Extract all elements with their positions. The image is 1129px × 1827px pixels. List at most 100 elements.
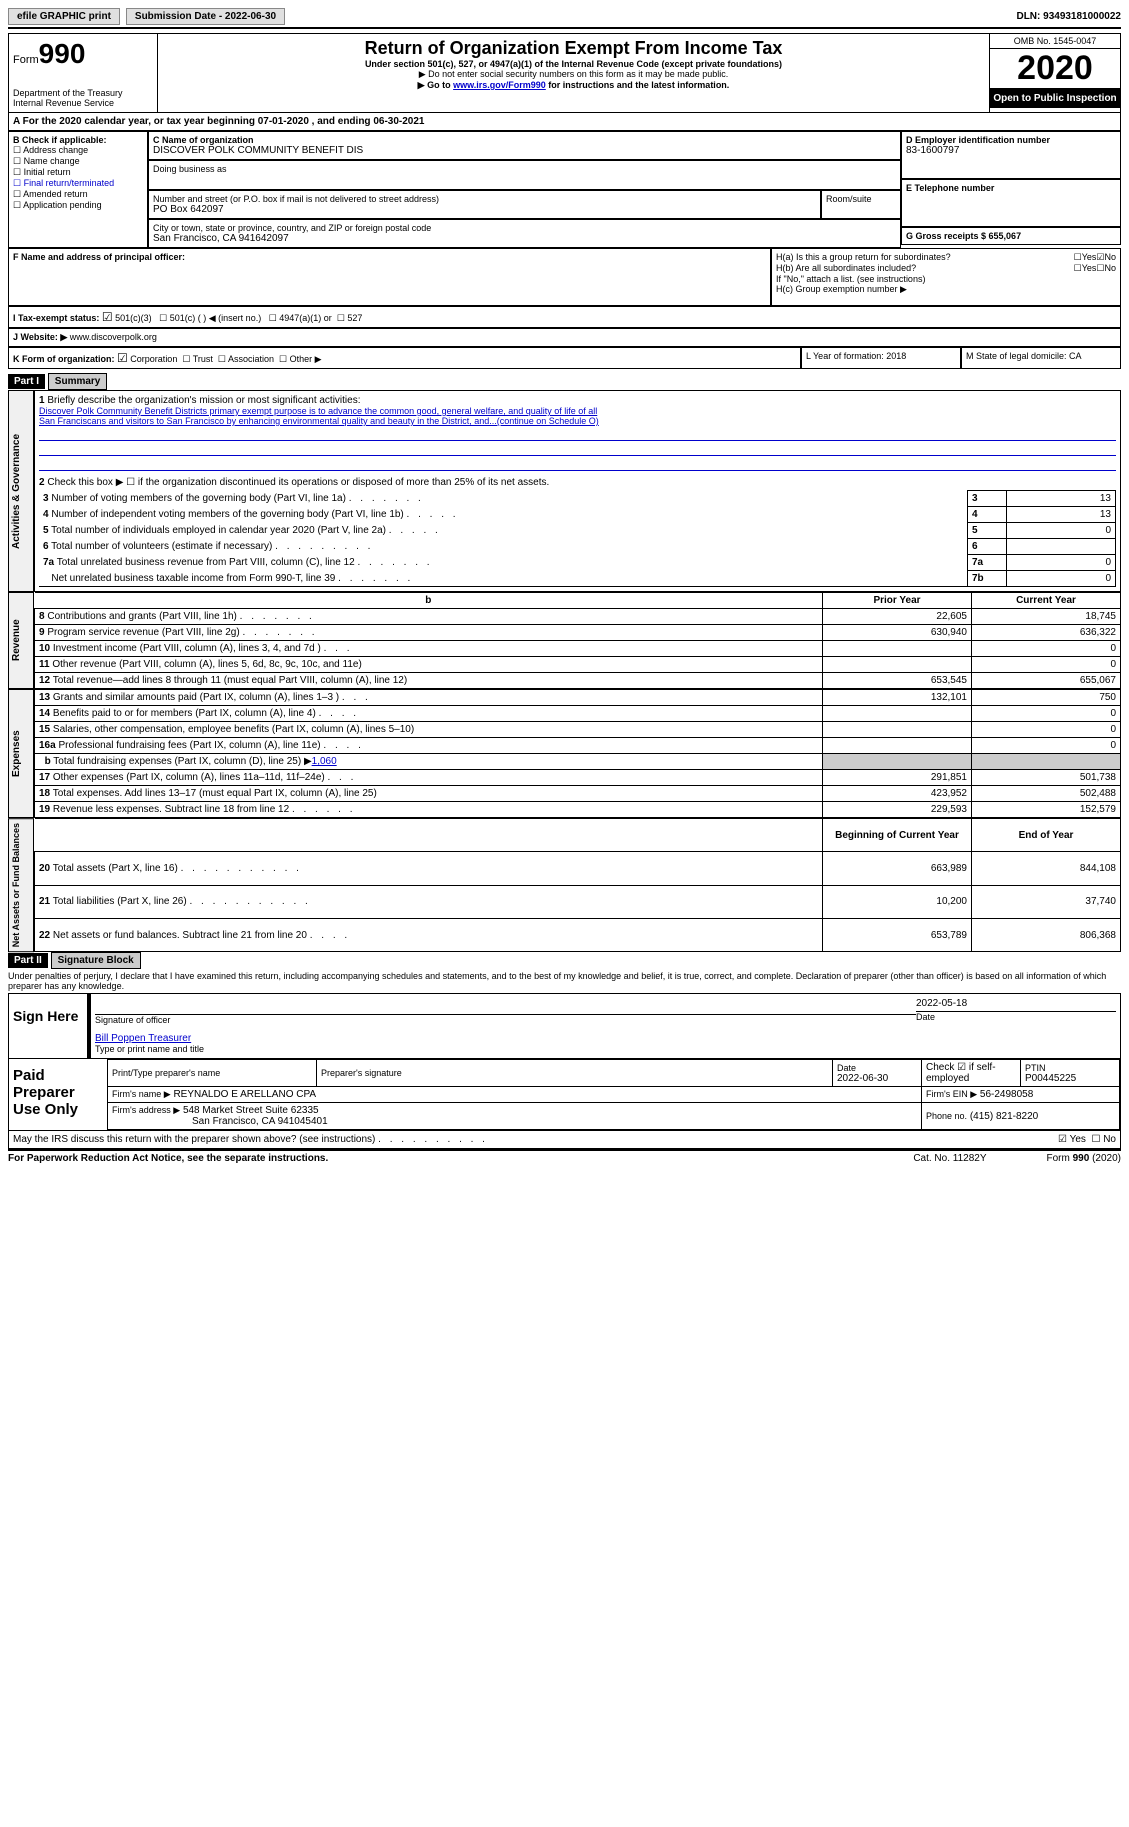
part2-header: Part II Signature Block	[8, 952, 1121, 969]
paid-preparer-block: Paid Preparer Use Only Print/Type prepar…	[8, 1059, 1121, 1131]
sig-date-label: Date	[916, 1012, 1116, 1022]
p-self-employed[interactable]: Check ☑ if self-employed	[922, 1060, 1021, 1087]
rev-block: Revenue bPrior YearCurrent Year 8 Contri…	[8, 592, 1121, 689]
form-subtitle-1: Under section 501(c), 527, or 4947(a)(1)…	[162, 59, 985, 69]
firm-ein-label: Firm's EIN ▶	[926, 1089, 977, 1099]
check-address-change[interactable]: ☐ Address change	[13, 145, 143, 156]
v5: 0	[1007, 523, 1116, 539]
omb-number: OMB No. 1545-0047	[990, 34, 1120, 49]
v3: 13	[1007, 491, 1116, 507]
cy8: 18,745	[972, 609, 1121, 625]
cy-head: Current Year	[972, 593, 1121, 609]
l10: Investment income (Part VIII, column (A)…	[53, 643, 321, 654]
check-corp[interactable]: ☑	[117, 351, 128, 365]
form-footer: Form 990 (2020)	[1047, 1153, 1121, 1164]
py11	[823, 657, 972, 673]
l17: Other expenses (Part IX, column (A), lin…	[53, 772, 325, 783]
city-cell: City or town, state or province, country…	[148, 219, 901, 248]
mission-blank1	[39, 426, 1116, 441]
pra-notice: For Paperwork Reduction Act Notice, see …	[8, 1153, 913, 1164]
opt-527: 527	[347, 313, 362, 323]
discuss-no[interactable]: ☐ No	[1091, 1134, 1116, 1145]
sig-name-col: Bill Poppen Treasurer Type or print name…	[95, 1033, 1116, 1054]
hb-no[interactable]: No	[1104, 263, 1116, 274]
ein-label: D Employer identification number	[906, 135, 1116, 145]
check-term-label: Final return/terminated	[24, 178, 115, 188]
v4: 13	[1007, 507, 1116, 523]
na-block: Net Assets or Fund Balances Beginning of…	[8, 818, 1121, 952]
mission-blank2	[39, 441, 1116, 456]
py18: 423,952	[823, 786, 972, 802]
check-final-return[interactable]: ☐ Final return/terminated	[13, 178, 143, 189]
py15	[823, 722, 972, 738]
cy19: 152,579	[972, 802, 1121, 818]
py-head: Prior Year	[823, 593, 972, 609]
check-app-label: Application pending	[23, 200, 102, 210]
website-value: www.discoverpolk.org	[70, 332, 157, 342]
l14: Benefits paid to or for members (Part IX…	[53, 708, 316, 719]
part1-bar: Part I	[8, 374, 45, 389]
phone-label: E Telephone number	[906, 183, 1116, 193]
sign-here-block: Sign Here Signature of officer 2022-05-1…	[8, 993, 1121, 1059]
rev-table: bPrior YearCurrent Year 8 Contributions …	[34, 592, 1121, 689]
cat-no: Cat. No. 11282Y	[913, 1153, 986, 1164]
preparer-table: Print/Type preparer's name Preparer's si…	[107, 1059, 1120, 1130]
room-suite-label: Room/suite	[821, 190, 901, 219]
cy13: 750	[972, 690, 1121, 706]
l16b: Total fundraising expenses (Part IX, col…	[53, 756, 311, 767]
box-b-title: B Check if applicable:	[13, 135, 143, 145]
part1-title: Summary	[48, 373, 108, 390]
l21: Total liabilities (Part X, line 26)	[53, 896, 187, 907]
firm-name: REYNALDO E ARELLANO CPA	[173, 1089, 316, 1100]
street-value: PO Box 642097	[153, 204, 816, 215]
na-vlabel: Net Assets or Fund Balances	[8, 818, 34, 952]
check-name-change[interactable]: ☐ Name change	[13, 156, 143, 167]
submission-date-button[interactable]: Submission Date - 2022-06-30	[126, 8, 285, 25]
form-title: Return of Organization Exempt From Incom…	[162, 38, 985, 59]
tax-status-cell: I Tax-exempt status: ☑ 501(c)(3) ☐ 501(c…	[8, 306, 1121, 328]
ha-no[interactable]: No	[1104, 252, 1116, 263]
fh-row: F Name and address of principal officer:…	[8, 248, 1121, 306]
line-k-label: K Form of organization:	[13, 354, 115, 364]
exp-vlabel: Expenses	[8, 689, 34, 818]
info-block: B Check if applicable: ☐ Address change …	[8, 131, 1121, 248]
ey20: 844,108	[972, 852, 1121, 885]
open-inspection: Open to Public Inspection	[990, 89, 1120, 108]
shade2	[972, 754, 1121, 770]
na-table: Beginning of Current YearEnd of Year 20 …	[34, 818, 1121, 952]
mission-line2: San Franciscans and visitors to San Fran…	[39, 416, 1116, 426]
hb-yes[interactable]: Yes	[1082, 263, 1097, 274]
v7b: 0	[1007, 571, 1116, 587]
discuss-no-label: No	[1103, 1134, 1116, 1145]
street-label: Number and street (or P.O. box if mail i…	[153, 194, 816, 204]
check-app-pending[interactable]: ☐ Application pending	[13, 200, 143, 211]
opt-4947: 4947(a)(1) or	[279, 313, 332, 323]
irs-link[interactable]: www.irs.gov/Form990	[453, 80, 546, 90]
shade1	[823, 754, 972, 770]
v6	[1007, 539, 1116, 555]
declaration: Under penalties of perjury, I declare th…	[8, 969, 1121, 993]
box-g: G Gross receipts $ 655,067	[901, 227, 1121, 245]
check-initial-return[interactable]: ☐ Initial return	[13, 167, 143, 178]
sig-officer-line	[95, 998, 916, 1015]
firm-addr2: San Francisco, CA 941045401	[192, 1116, 328, 1127]
discuss-yes[interactable]: ☑ Yes	[1058, 1134, 1086, 1145]
box-deg: D Employer identification number 83-1600…	[901, 131, 1121, 248]
check-501c3[interactable]: ☑	[102, 310, 113, 324]
header-left: Form990 Department of the Treasury Inter…	[9, 34, 158, 112]
ha-yes[interactable]: Yes	[1082, 252, 1097, 263]
cy12: 655,067	[972, 673, 1121, 689]
line-l: L Year of formation: 2018	[801, 347, 961, 369]
boc-head: Beginning of Current Year	[823, 819, 972, 852]
line-i: I Tax-exempt status: ☑ 501(c)(3) ☐ 501(c…	[8, 306, 1121, 328]
dba-label: Doing business as	[153, 164, 227, 174]
city-value: San Francisco, CA 941642097	[153, 233, 896, 244]
efile-print-button[interactable]: efile GRAPHIC print	[8, 8, 120, 25]
form-header: Form990 Department of the Treasury Inter…	[8, 33, 1121, 113]
l16a: Professional fundraising fees (Part IX, …	[58, 740, 320, 751]
form-subtitle-3: ▶ Go to www.irs.gov/Form990 for instruct…	[162, 80, 985, 91]
firm-ein: 56-2498058	[980, 1089, 1033, 1100]
header-right: OMB No. 1545-0047 2020 Open to Public In…	[989, 34, 1120, 112]
check-amended[interactable]: ☐ Amended return	[13, 189, 143, 200]
firm-phone: (415) 821-8220	[970, 1111, 1038, 1122]
